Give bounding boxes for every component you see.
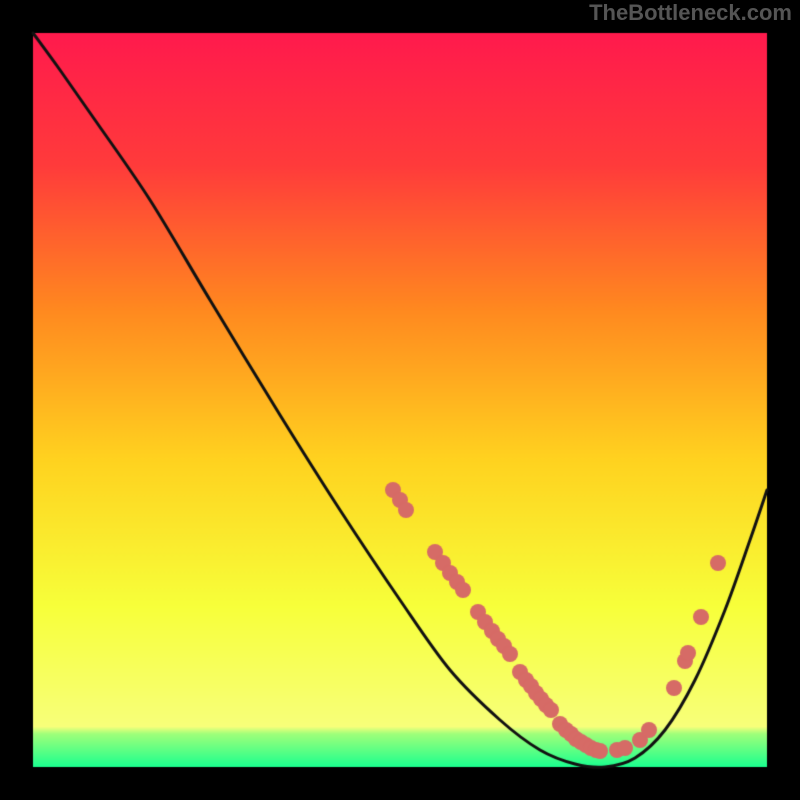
watermark-text: TheBottleneck.com <box>589 0 792 26</box>
chart-container: TheBottleneck.com <box>0 0 800 800</box>
bottleneck-curve-chart <box>0 0 800 800</box>
